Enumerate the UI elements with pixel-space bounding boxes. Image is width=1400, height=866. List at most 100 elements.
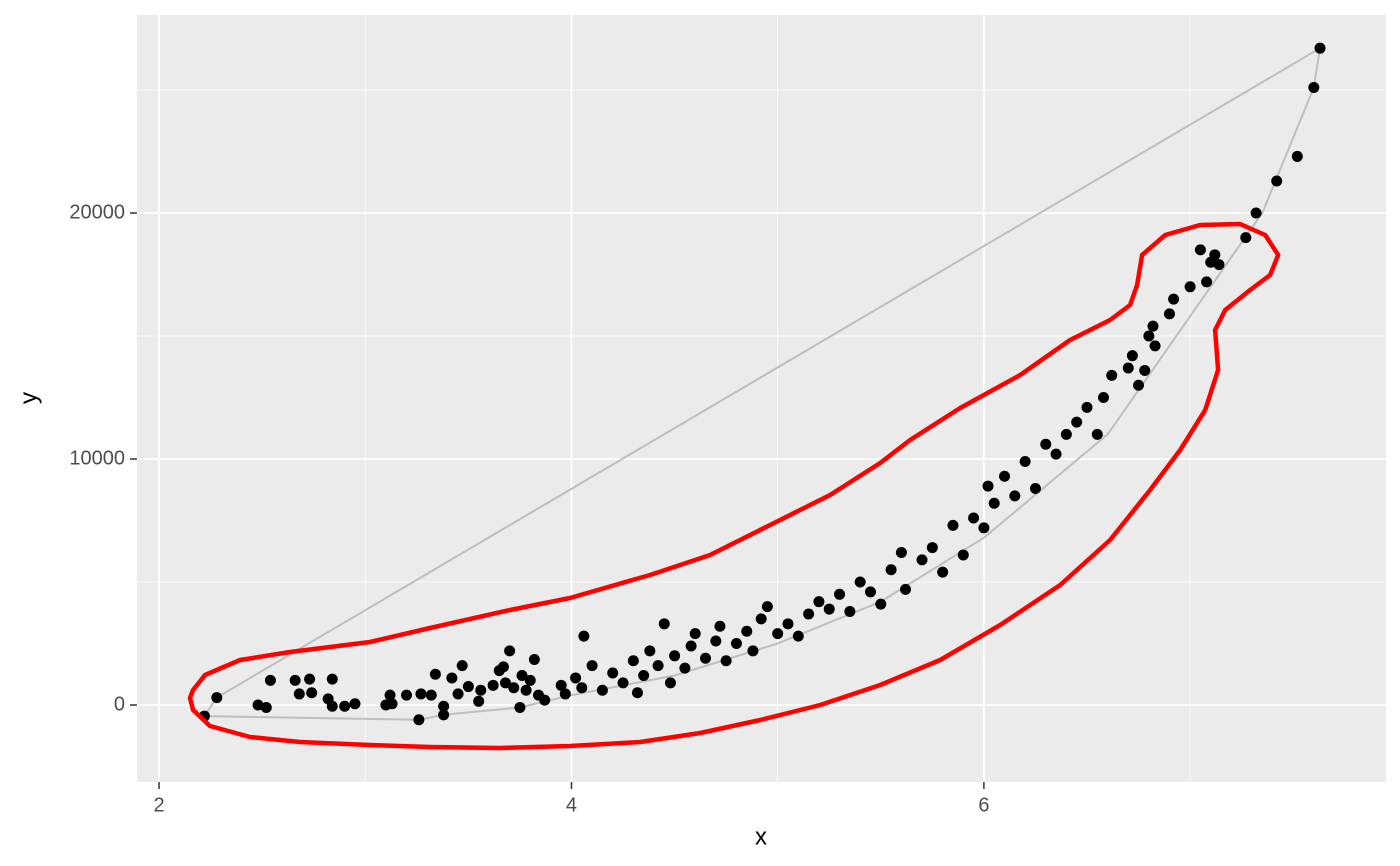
point [638, 669, 650, 681]
point [978, 522, 990, 534]
point [755, 613, 767, 625]
point [289, 674, 301, 686]
point [813, 596, 825, 608]
point [854, 576, 866, 588]
point [685, 640, 697, 652]
point [586, 660, 598, 672]
point [1091, 428, 1103, 440]
point [304, 673, 316, 685]
point [710, 635, 722, 647]
point [747, 645, 759, 657]
point [1106, 369, 1118, 381]
point [1071, 416, 1083, 428]
point [559, 688, 571, 700]
point [473, 695, 485, 707]
point [700, 652, 712, 664]
point [875, 598, 887, 610]
point [792, 630, 804, 642]
point [937, 566, 949, 578]
point [900, 583, 912, 595]
point [1194, 244, 1206, 256]
point [631, 687, 643, 699]
point [1009, 490, 1021, 502]
panel [137, 15, 1386, 782]
x-tick-label: 6 [978, 794, 989, 816]
point [885, 564, 897, 576]
point [326, 700, 338, 712]
point [1314, 42, 1326, 54]
point [497, 661, 509, 673]
hull-outline [203, 47, 1321, 721]
point [1271, 175, 1283, 187]
point [1291, 150, 1303, 162]
point [252, 699, 264, 711]
point [306, 687, 318, 699]
point [895, 546, 907, 558]
point [627, 655, 639, 667]
point [968, 512, 980, 524]
point [1139, 364, 1151, 376]
point [689, 628, 701, 640]
point [864, 586, 876, 598]
point [730, 638, 742, 650]
point [1213, 259, 1225, 271]
point [462, 681, 474, 693]
point [957, 549, 969, 561]
point [260, 701, 272, 713]
point [772, 628, 784, 640]
density-contour [187, 221, 1281, 751]
point [1147, 320, 1159, 332]
point [714, 620, 726, 632]
point [293, 688, 305, 700]
point [803, 608, 815, 620]
point [669, 650, 681, 662]
point [1250, 207, 1262, 219]
point [1168, 293, 1180, 305]
point [578, 630, 590, 642]
point [386, 698, 398, 710]
point [401, 689, 413, 701]
y-axis-title: y [15, 392, 42, 404]
point [339, 700, 351, 712]
point [438, 700, 450, 712]
point [1240, 232, 1252, 244]
point [499, 677, 511, 689]
point [1097, 392, 1109, 404]
x-axis-title: x [755, 823, 767, 850]
point [916, 554, 928, 566]
point [504, 645, 516, 657]
y-tick-label: 10000 [69, 447, 125, 469]
point [679, 662, 691, 674]
point [1126, 350, 1138, 362]
point [516, 669, 528, 681]
point [349, 698, 361, 710]
point [1201, 276, 1213, 288]
point [1081, 401, 1093, 413]
point [1163, 308, 1175, 320]
point [617, 677, 629, 689]
point [947, 519, 959, 531]
point [508, 682, 520, 694]
point [823, 603, 835, 615]
point [413, 714, 425, 726]
point [429, 668, 441, 680]
point [926, 542, 938, 554]
point [415, 688, 427, 700]
y-tick-label: 20000 [69, 201, 125, 223]
point [539, 694, 551, 706]
point [1209, 249, 1221, 261]
point [782, 618, 794, 630]
point [607, 667, 619, 679]
point [1308, 82, 1320, 94]
point [644, 645, 656, 657]
point [487, 679, 499, 691]
point [1184, 281, 1196, 293]
point [982, 480, 994, 492]
point [438, 709, 450, 721]
point [1040, 438, 1052, 450]
point [576, 682, 588, 694]
point [652, 660, 664, 672]
point [475, 684, 487, 696]
x-tick-label: 2 [154, 794, 165, 816]
